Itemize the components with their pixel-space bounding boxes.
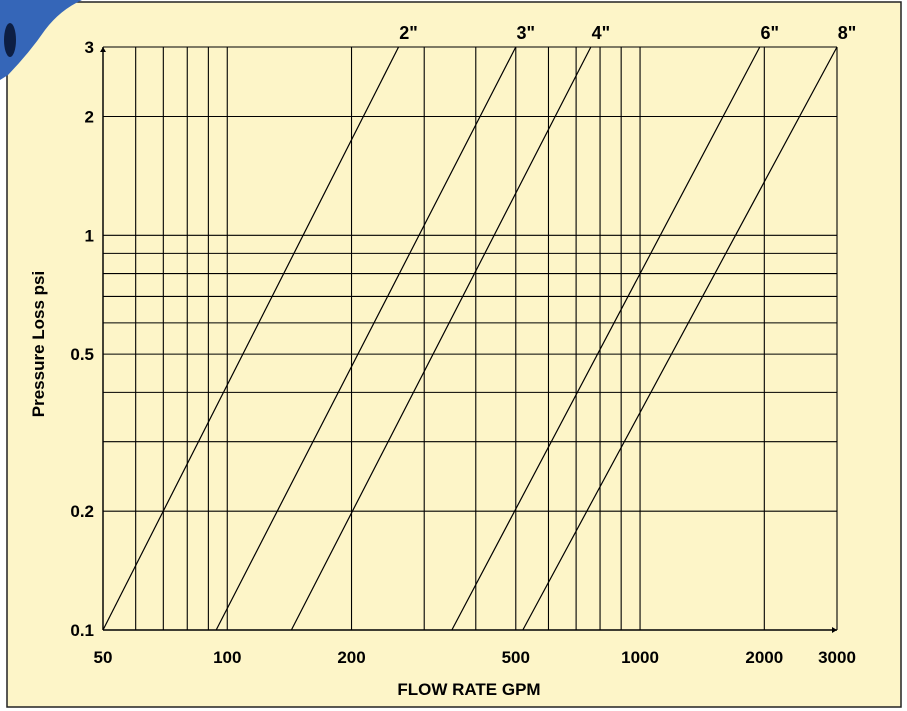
x-tick-label: 500 (502, 648, 530, 667)
y-tick-label: 3 (85, 38, 94, 57)
y-tick-label: 0.5 (70, 345, 94, 364)
pipe-fitting-icon (0, 0, 82, 80)
x-gridlines (102, 47, 838, 630)
pipe-fitting-body (0, 0, 82, 80)
x-tick-label: 200 (337, 648, 365, 667)
x-axis-arrow (832, 627, 837, 633)
x-tick-labels: 50 100 200 500 1000 2000 3000 (94, 648, 856, 667)
series-line (290, 46, 592, 631)
y-axis-arrow (100, 47, 106, 52)
x-tick-label: 50 (94, 648, 113, 667)
series-lines: 2" 3" 4" 6" 8" (102, 23, 857, 631)
series-label: 4" (592, 23, 611, 43)
series-line (102, 46, 400, 631)
series-line (451, 46, 761, 631)
series-label: 6" (760, 23, 779, 43)
x-tick-label: 2000 (745, 648, 783, 667)
series-line (522, 46, 838, 631)
series-label: 3" (517, 23, 536, 43)
y-axis-label: Pressure Loss psi (29, 271, 48, 417)
x-tick-label: 3000 (818, 648, 856, 667)
axes (100, 47, 837, 633)
y-tick-label: 2 (85, 108, 94, 127)
y-tick-label: 0.1 (70, 621, 94, 640)
y-tick-label: 0.2 (70, 502, 94, 521)
series-line (215, 46, 517, 631)
y-tick-label: 1 (85, 226, 94, 245)
x-tick-label: 1000 (621, 648, 659, 667)
series-label: 8" (838, 23, 857, 43)
x-axis-label: FLOW RATE GPM (397, 680, 540, 699)
y-tick-labels: 0.1 0.2 0.5 1 2 3 (70, 38, 94, 640)
series-label: 2" (399, 23, 418, 43)
pipe-fitting-opening (4, 23, 16, 57)
x-tick-label: 100 (213, 648, 241, 667)
